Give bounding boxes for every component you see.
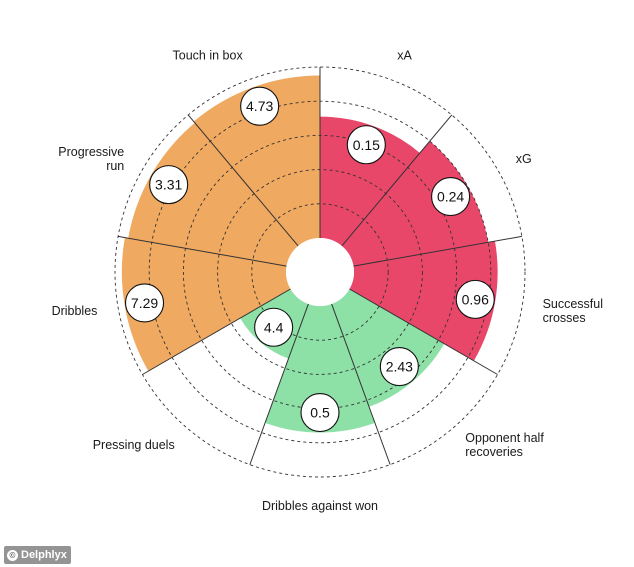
value-bubble — [379, 347, 419, 387]
spoke-7 — [118, 235, 287, 267]
category-label: Touch in box — [173, 49, 244, 63]
category-label: Dribbles — [52, 304, 98, 318]
bar-successful-crosses — [349, 241, 498, 361]
source-credit: © Delphlyx — [4, 546, 71, 564]
bar-opponent-half-recoveries — [331, 289, 445, 407]
value-bubble — [149, 165, 189, 205]
category-label: Progressive run — [58, 145, 124, 173]
category-label: Dribbles against won — [262, 499, 378, 513]
spoke-3 — [349, 288, 498, 375]
value-bubble — [240, 86, 280, 126]
bar-dribbles — [121, 237, 291, 372]
value-label: 0.24 — [437, 189, 464, 205]
grid-ring-5 — [114, 66, 526, 478]
bar-dribbles-against-won — [265, 303, 375, 433]
value-bubble — [431, 177, 471, 217]
bar-xg — [341, 141, 489, 267]
value-label: 0.96 — [462, 291, 489, 307]
value-bubble — [124, 283, 165, 323]
spoke-2 — [353, 235, 522, 267]
center-hole — [286, 238, 354, 306]
spoke-6 — [142, 288, 291, 375]
center-hole-layer — [286, 238, 354, 306]
category-label: Opponent half recoveries — [465, 431, 544, 459]
spoke-5 — [249, 303, 309, 465]
value-label: 3.31 — [155, 177, 182, 193]
category-label: xA — [397, 49, 412, 63]
value-labels-layer: 0.15 0.24 0.96 2.43 0.5 4.4 7.29 3.31 4.73 — [124, 86, 495, 433]
value-label: 4.73 — [246, 98, 273, 114]
category-label: Successful crosses — [543, 297, 603, 325]
value-bubble — [455, 279, 495, 319]
spoke-8 — [187, 114, 299, 247]
value-label: 4.4 — [264, 319, 284, 335]
bars-layer — [121, 75, 498, 433]
copyright-icon: © — [7, 549, 18, 561]
value-bubble — [346, 125, 386, 165]
category-label: xG — [516, 152, 532, 166]
spoke-1 — [341, 114, 453, 247]
credit-text: Delphlyx — [21, 549, 67, 561]
category-labels-layer: xA xG Successful crosses Opponent half recove… — [52, 49, 603, 513]
value-label: 7.29 — [131, 295, 158, 311]
value-bubble — [254, 307, 294, 347]
value-label: 0.5 — [310, 405, 330, 421]
bar-progressive-run — [128, 122, 299, 267]
category-label: Pressing duels — [93, 438, 175, 452]
value-label: 2.43 — [386, 359, 413, 375]
bar-touch-in-box — [193, 75, 320, 246]
value-bubble — [300, 392, 340, 433]
grid-layer — [114, 66, 526, 478]
bar-xa — [320, 116, 420, 246]
credit-background — [4, 546, 71, 564]
value-label: 0.15 — [353, 137, 380, 153]
spoke-4 — [331, 303, 391, 465]
